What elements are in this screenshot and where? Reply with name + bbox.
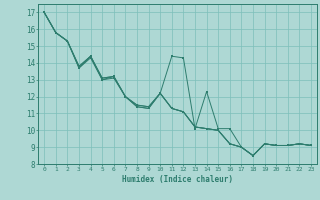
X-axis label: Humidex (Indice chaleur): Humidex (Indice chaleur) <box>122 175 233 184</box>
